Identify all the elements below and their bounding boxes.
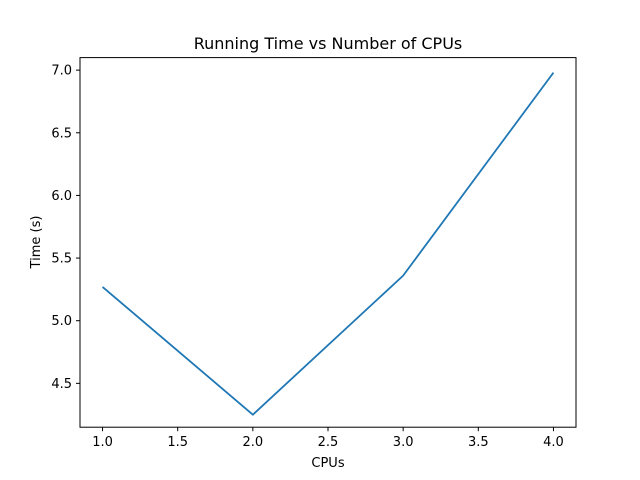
x-tick-label: 1.5 bbox=[167, 435, 188, 450]
y-axis: 4.5 5.0 5.5 6.0 6.5 7.0 bbox=[51, 64, 80, 392]
x-tick-label: 1.0 bbox=[92, 435, 113, 450]
y-tick-label: 6.0 bbox=[51, 189, 72, 204]
y-tick-label: 7.0 bbox=[51, 64, 72, 79]
y-tick-label: 5.5 bbox=[51, 252, 72, 267]
x-tick-label: 2.0 bbox=[243, 435, 264, 450]
x-axis-label: CPUs bbox=[311, 456, 344, 471]
y-tick-label: 4.5 bbox=[51, 377, 72, 392]
series-line bbox=[101, 72, 555, 416]
plot-area: 1.0 1.5 2.0 2.5 3.0 3.5 4.0 4.5 5.0 5.5 6.0 6.5 7.0 bbox=[51, 57, 577, 450]
y-tick-label: 5.0 bbox=[51, 314, 72, 329]
y-axis-label: Time (s) bbox=[29, 216, 44, 270]
y-tick-label: 6.5 bbox=[51, 126, 72, 141]
chart-title: Running Time vs Number of CPUs bbox=[194, 34, 463, 53]
x-tick-label: 2.5 bbox=[318, 435, 339, 450]
x-axis: 1.0 1.5 2.0 2.5 3.0 3.5 4.0 bbox=[92, 427, 564, 450]
x-tick-label: 4.0 bbox=[543, 435, 564, 450]
series-lines bbox=[101, 72, 555, 416]
x-tick-label: 3.5 bbox=[468, 435, 489, 450]
x-tick-label: 3.0 bbox=[393, 435, 414, 450]
